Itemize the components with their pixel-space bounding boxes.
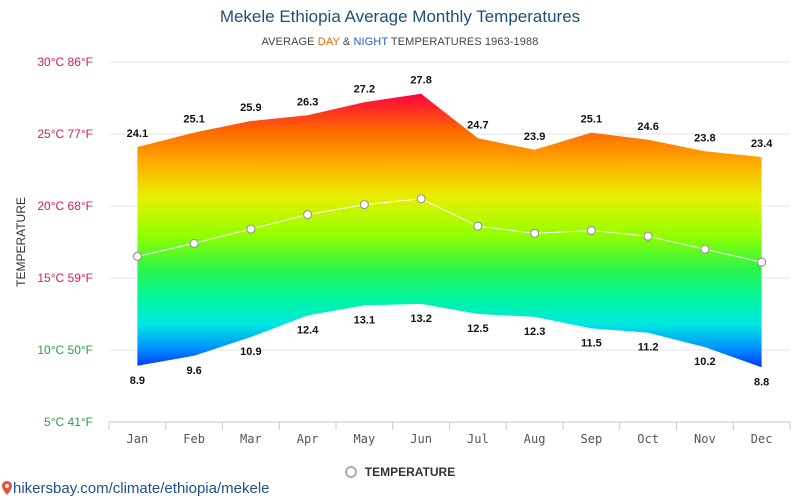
- day-value-label: 25.1: [183, 114, 204, 126]
- x-tick-label: Mar: [240, 432, 262, 446]
- temperature-point: [416, 194, 426, 204]
- x-tick-label: Feb: [183, 432, 205, 446]
- day-value-label: 25.1: [581, 114, 602, 126]
- temperature-point: [757, 257, 767, 267]
- x-axis: Jan Feb Mar Apr May Jun Jul Aug Sep Oct Nov Dec: [108, 421, 791, 446]
- temperature-point: [246, 224, 256, 234]
- day-value-label: 24.7: [467, 119, 488, 131]
- day-value-label: 23.4: [751, 138, 773, 150]
- x-tick-label: Jan: [127, 432, 149, 446]
- night-labels: 8.9 9.6 10.9 12.4 13.1 13.2 12.5 12.3 11.5 11.2 10…: [130, 313, 770, 388]
- subtitle-prefix: AVERAGE: [261, 36, 318, 48]
- x-tick-label: Nov: [694, 432, 716, 446]
- day-value-label: 27.8: [410, 75, 431, 87]
- temperature-point: [359, 199, 369, 210]
- day-value-label: 26.3: [297, 96, 318, 108]
- temperature-point: [189, 238, 199, 249]
- x-tick-label: Sep: [581, 432, 603, 446]
- day-value-label: 25.9: [240, 102, 261, 114]
- day-value-label: 23.8: [694, 132, 715, 144]
- x-tick-label: May: [354, 432, 376, 446]
- temperature-point: [473, 221, 483, 231]
- day-value-label: 24.1: [127, 128, 148, 140]
- y-tick-label: 15°C 59°F: [37, 271, 93, 285]
- temperature-point: [643, 231, 653, 241]
- y-tick-label: 30°C 86°F: [37, 55, 93, 69]
- night-value-label: 10.2: [694, 356, 715, 368]
- footer-link[interactable]: hikersbay.com/climate/ethiopia/mekele: [2, 480, 270, 499]
- chart-title: Mekele Ethiopia Average Monthly Temperat…: [219, 7, 581, 26]
- day-labels: 24.1 25.1 25.9 26.3 27.2 27.8 24.7 23.9 25.1 24.6…: [127, 75, 774, 150]
- night-value-label: 10.9: [240, 346, 261, 358]
- x-tick-label: Dec: [751, 432, 773, 446]
- temperature-point: [303, 210, 313, 220]
- temperature-point: [700, 244, 710, 254]
- legend-circle-icon: [344, 466, 357, 478]
- x-tick-label: Jul: [467, 432, 489, 446]
- day-value-label: 27.2: [354, 83, 375, 95]
- night-value-label: 13.1: [354, 314, 375, 326]
- night-value-label: 12.3: [524, 326, 545, 338]
- night-value-label: 8.9: [130, 375, 145, 387]
- day-value-label: 24.6: [637, 121, 658, 133]
- temperature-point: [132, 251, 142, 261]
- night-value-label: 8.8: [754, 376, 769, 388]
- subtitle-amp: &: [339, 36, 354, 48]
- night-value-label: 12.4: [297, 324, 319, 336]
- subtitle-day: DAY: [317, 36, 340, 48]
- night-value-label: 13.2: [410, 313, 431, 325]
- temperature-point: [586, 225, 596, 236]
- legend[interactable]: TEMPERATURE: [0, 465, 800, 479]
- subtitle-suffix: TEMPERATURES 1963-1988: [387, 36, 539, 48]
- y-tick-label: 25°C 77°F: [37, 127, 93, 141]
- night-value-label: 11.5: [581, 337, 602, 349]
- y-tick-label: 20°C 68°F: [37, 199, 93, 213]
- x-tick-label: Aug: [524, 432, 546, 446]
- y-tick-label: 5°C 41°F: [44, 415, 93, 429]
- subtitle-night: NIGHT: [353, 36, 388, 48]
- location-pin-icon: [2, 481, 12, 499]
- chart-subtitle: AVERAGE DAY & NIGHT TEMPERATURES 1963-19…: [0, 36, 800, 48]
- temperature-points: [132, 194, 767, 267]
- legend-label: TEMPERATURE: [364, 465, 456, 479]
- y-axis-ticks: 30°C 86°F 25°C 77°F 20°C 68°F 15°C 59°F 10°C…: [37, 55, 93, 429]
- footer-url: hikersbay.com/climate/ethiopia/mekele: [13, 480, 270, 497]
- y-axis-title: TEMPERATURE: [14, 197, 28, 287]
- night-value-label: 11.2: [638, 342, 659, 354]
- x-tick-label: Oct: [637, 432, 659, 446]
- x-tick-label: Jun: [410, 432, 432, 446]
- x-tick-label: Apr: [297, 432, 319, 446]
- day-night-band: [137, 93, 762, 368]
- night-value-label: 12.5: [467, 323, 488, 335]
- temperature-line: [137, 198, 762, 263]
- temperature-point: [530, 228, 540, 238]
- y-tick-label: 10°C 50°F: [37, 343, 93, 357]
- day-value-label: 23.9: [524, 131, 545, 143]
- night-value-label: 9.6: [186, 365, 201, 377]
